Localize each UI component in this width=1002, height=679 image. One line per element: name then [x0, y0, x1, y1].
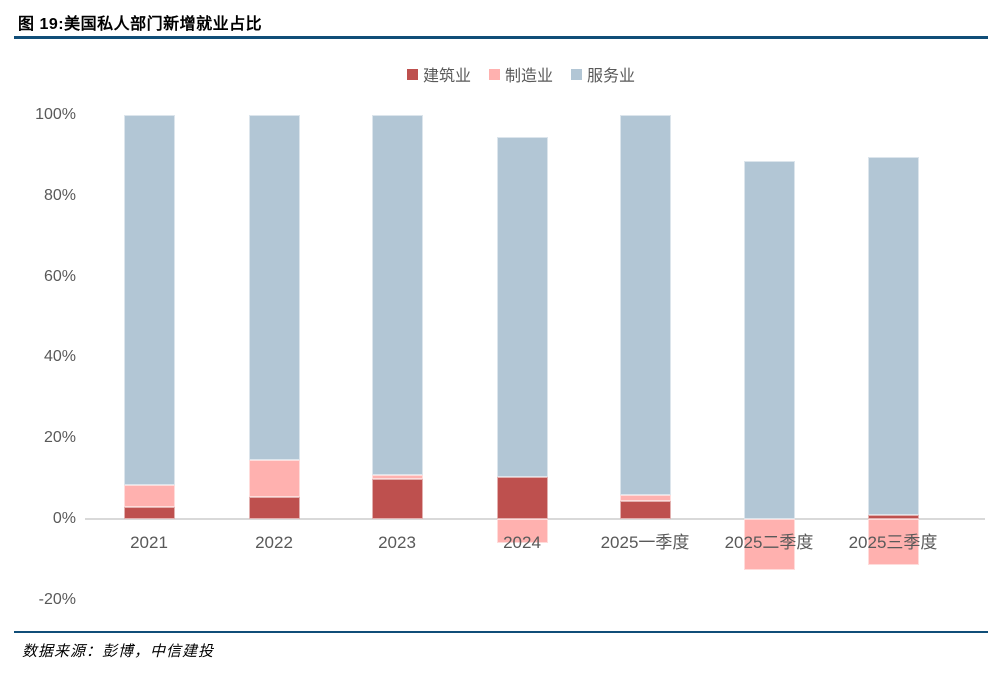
bar-segment-manufacturing: [619, 494, 671, 501]
bar-segment-services: [867, 157, 919, 515]
bar-segment-construction: [123, 506, 175, 519]
x-axis-tick-label: 2025三季度: [848, 533, 938, 552]
y-axis-tick-label: 40%: [43, 348, 76, 366]
legend-item-manufacturing: 制造业: [488, 62, 553, 86]
bar-segment-services: [123, 115, 175, 485]
x-axis-tick-label: 2025一季度: [600, 533, 690, 552]
legend: 建筑业 制造业 服务业: [20, 62, 1002, 86]
y-axis-tick-label: 100%: [35, 106, 76, 123]
bar-segment-construction: [248, 496, 300, 519]
footer-rule: [14, 631, 988, 633]
title-rule: [14, 36, 988, 39]
bar-segment-manufacturing: [496, 519, 548, 544]
bar-segment-manufacturing: [248, 460, 300, 497]
bar-segment-services: [743, 161, 795, 519]
legend-swatch-construction: [406, 68, 418, 80]
bar-segment-manufacturing: [371, 474, 423, 479]
bar-segment-manufacturing: [867, 519, 919, 566]
bar-segment-services: [248, 115, 300, 461]
y-axis-tick-label: -20%: [38, 590, 76, 608]
x-axis-tick-label: 2022: [255, 533, 293, 552]
legend-label: 服务业: [587, 68, 636, 85]
bar-segment-construction: [867, 514, 919, 519]
data-source: 数据来源：彭博，中信建投: [22, 644, 215, 660]
bar-segment-services: [371, 115, 423, 475]
bar-segment-construction: [619, 500, 671, 519]
legend-item-construction: 建筑业: [406, 62, 471, 86]
legend-item-services: 服务业: [571, 62, 635, 86]
legend-label: 制造业: [504, 68, 553, 85]
chart-title: 图 19:美国私人部门新增就业占比: [18, 16, 263, 33]
bar-segment-services: [619, 115, 671, 495]
legend-label: 建筑业: [422, 68, 471, 85]
x-axis-tick-label: 2023: [378, 533, 416, 552]
y-axis-tick-label: 20%: [43, 429, 76, 447]
legend-swatch-services: [571, 68, 582, 80]
x-axis-tick-label: 2025二季度: [724, 533, 814, 552]
x-axis-tick-label: 2024: [503, 533, 541, 552]
y-axis-tick-label: 60%: [43, 267, 76, 285]
x-axis-tick-label: 2021: [130, 533, 168, 552]
bar-segment-manufacturing: [743, 519, 795, 570]
bar-segment-services: [496, 137, 548, 477]
bar-segment-construction: [496, 476, 548, 519]
bar-segment-manufacturing: [123, 484, 175, 507]
y-axis-tick-label: 80%: [43, 186, 76, 204]
bar-segment-construction: [371, 478, 423, 519]
y-axis-tick-label: 0%: [52, 510, 76, 527]
legend-swatch-manufacturing: [488, 68, 500, 80]
